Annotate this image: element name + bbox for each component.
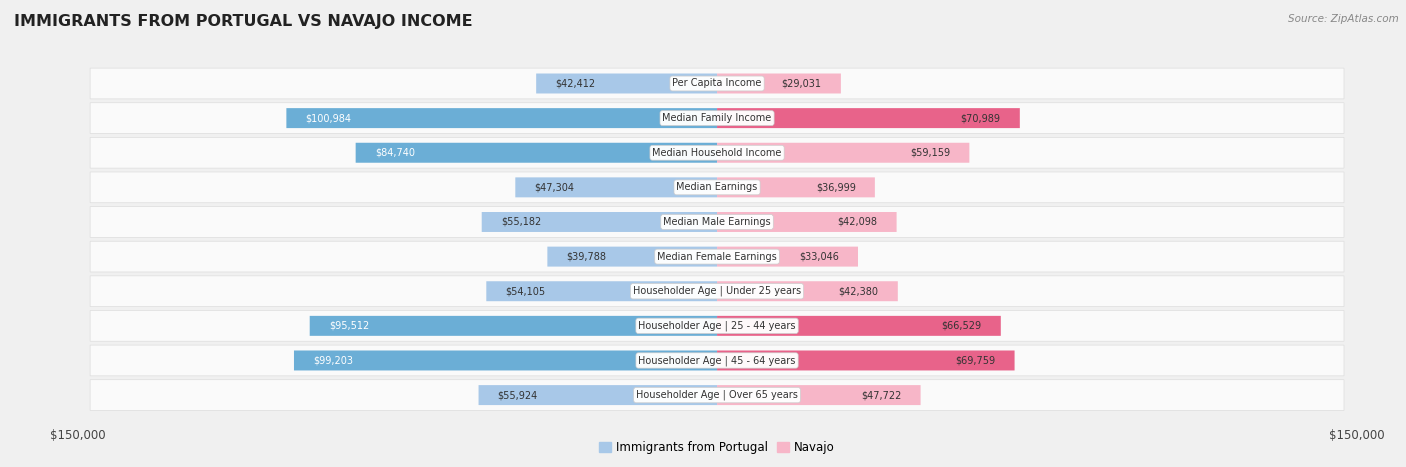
FancyBboxPatch shape	[90, 68, 1344, 99]
Text: Median Female Earnings: Median Female Earnings	[657, 252, 778, 262]
Text: $55,924: $55,924	[498, 390, 538, 400]
Text: $42,098: $42,098	[838, 217, 877, 227]
Text: $47,304: $47,304	[534, 183, 575, 192]
Text: Householder Age | Over 65 years: Householder Age | Over 65 years	[636, 390, 799, 400]
FancyBboxPatch shape	[717, 212, 897, 232]
Text: Householder Age | Under 25 years: Householder Age | Under 25 years	[633, 286, 801, 297]
Text: Householder Age | 25 - 44 years: Householder Age | 25 - 44 years	[638, 321, 796, 331]
Text: $99,203: $99,203	[314, 355, 353, 366]
FancyBboxPatch shape	[547, 247, 717, 267]
Text: $36,999: $36,999	[815, 183, 856, 192]
FancyBboxPatch shape	[717, 247, 858, 267]
FancyBboxPatch shape	[90, 137, 1344, 168]
FancyBboxPatch shape	[717, 385, 921, 405]
Text: $66,529: $66,529	[942, 321, 981, 331]
Text: $59,159: $59,159	[910, 148, 950, 158]
FancyBboxPatch shape	[90, 380, 1344, 410]
FancyBboxPatch shape	[717, 73, 841, 93]
FancyBboxPatch shape	[717, 143, 969, 163]
Text: $84,740: $84,740	[375, 148, 415, 158]
FancyBboxPatch shape	[90, 311, 1344, 341]
FancyBboxPatch shape	[516, 177, 717, 198]
Text: $54,105: $54,105	[506, 286, 546, 296]
Text: Median Family Income: Median Family Income	[662, 113, 772, 123]
FancyBboxPatch shape	[356, 143, 717, 163]
Text: $29,031: $29,031	[782, 78, 821, 88]
FancyBboxPatch shape	[90, 276, 1344, 307]
FancyBboxPatch shape	[717, 316, 1001, 336]
Text: IMMIGRANTS FROM PORTUGAL VS NAVAJO INCOME: IMMIGRANTS FROM PORTUGAL VS NAVAJO INCOM…	[14, 14, 472, 29]
FancyBboxPatch shape	[90, 206, 1344, 237]
FancyBboxPatch shape	[717, 351, 1015, 370]
Text: $69,759: $69,759	[955, 355, 995, 366]
FancyBboxPatch shape	[717, 177, 875, 198]
Text: $95,512: $95,512	[329, 321, 370, 331]
Text: Median Earnings: Median Earnings	[676, 183, 758, 192]
Text: $55,182: $55,182	[501, 217, 541, 227]
FancyBboxPatch shape	[90, 172, 1344, 203]
FancyBboxPatch shape	[294, 351, 717, 370]
Text: $70,989: $70,989	[960, 113, 1001, 123]
FancyBboxPatch shape	[90, 103, 1344, 134]
Text: $39,788: $39,788	[567, 252, 606, 262]
FancyBboxPatch shape	[536, 73, 717, 93]
FancyBboxPatch shape	[717, 108, 1019, 128]
FancyBboxPatch shape	[486, 281, 717, 301]
Text: Median Household Income: Median Household Income	[652, 148, 782, 158]
Text: $33,046: $33,046	[799, 252, 839, 262]
FancyBboxPatch shape	[309, 316, 717, 336]
FancyBboxPatch shape	[90, 241, 1344, 272]
Text: Median Male Earnings: Median Male Earnings	[664, 217, 770, 227]
FancyBboxPatch shape	[287, 108, 717, 128]
Text: $42,380: $42,380	[838, 286, 879, 296]
Text: $42,412: $42,412	[555, 78, 596, 88]
Text: $100,984: $100,984	[305, 113, 352, 123]
Legend: Immigrants from Portugal, Navajo: Immigrants from Portugal, Navajo	[595, 436, 839, 459]
Text: $47,722: $47,722	[860, 390, 901, 400]
FancyBboxPatch shape	[478, 385, 717, 405]
FancyBboxPatch shape	[482, 212, 717, 232]
FancyBboxPatch shape	[90, 345, 1344, 376]
FancyBboxPatch shape	[717, 281, 898, 301]
Text: Per Capita Income: Per Capita Income	[672, 78, 762, 88]
Text: Householder Age | 45 - 64 years: Householder Age | 45 - 64 years	[638, 355, 796, 366]
Text: Source: ZipAtlas.com: Source: ZipAtlas.com	[1288, 14, 1399, 24]
